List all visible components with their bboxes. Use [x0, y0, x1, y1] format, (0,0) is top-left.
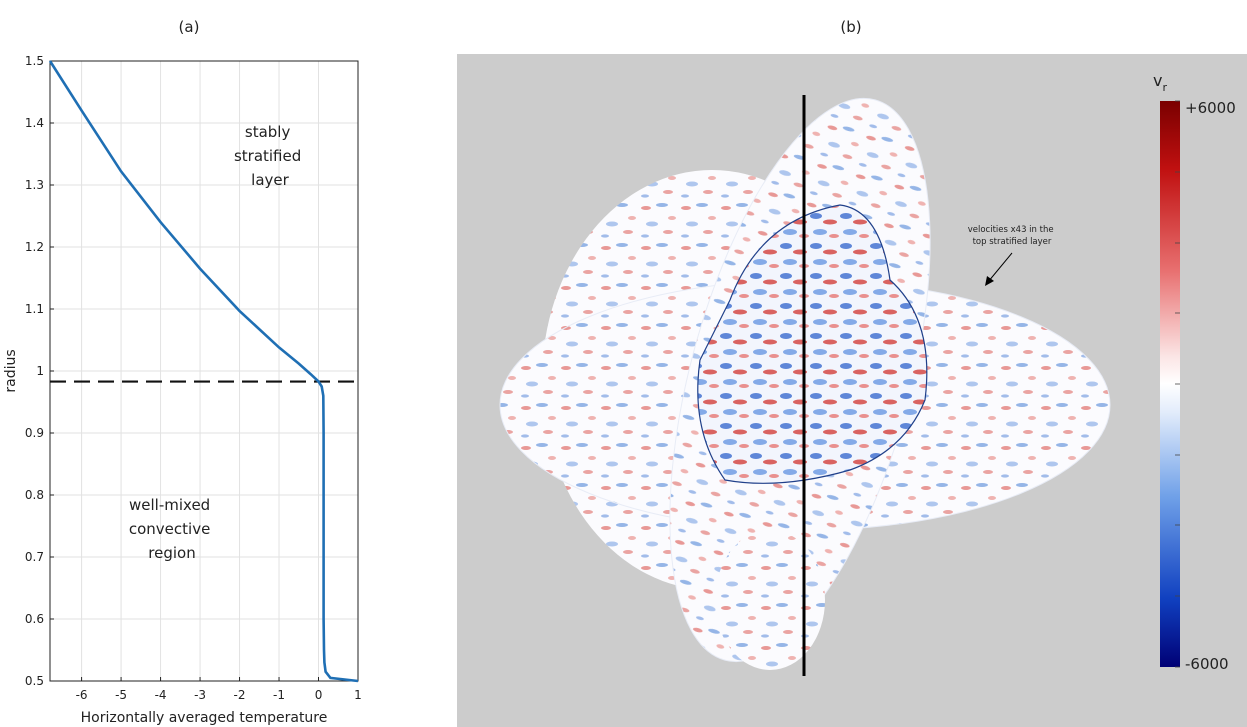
panel-b-label: (b): [840, 18, 861, 36]
y-tick-label: 1.1: [25, 302, 44, 316]
annotation-arrow-line: [987, 252, 1013, 283]
lower-slice-lobe: [715, 530, 825, 670]
panel-a-grid: [50, 60, 359, 682]
velocity-annotation-line-1: velocities x43 in the: [968, 225, 1054, 235]
sphere-render: [499, 95, 1111, 676]
y-tick-label: 1.5: [25, 54, 44, 68]
x-tick-label: -3: [194, 688, 206, 702]
panel-a-xlabel: Horizontally averaged temperature: [81, 710, 328, 726]
annotation-stably-stratified: stably stratified layer: [234, 123, 306, 189]
y-tick-label: 1: [36, 364, 44, 378]
y-tick-label: 0.5: [25, 674, 44, 688]
y-tick-label: 0.7: [25, 550, 44, 564]
annotation-bottom-line-3: region: [148, 544, 195, 562]
annotation-top-line-3: layer: [251, 171, 289, 189]
panel-a-ylabel: radius: [3, 349, 19, 392]
colorbar-label-subscript: r: [1162, 81, 1167, 94]
velocity-annotation: velocities x43 in the top stratified lay…: [968, 225, 1057, 247]
y-tick-label: 1.4: [25, 116, 44, 130]
x-tick-label: 1: [354, 688, 362, 702]
x-tick-label: -5: [115, 688, 127, 702]
annotation-arrowhead: [985, 276, 994, 286]
annotation-bottom-line-2: convective: [129, 520, 210, 538]
colorbar: [1160, 101, 1180, 667]
x-tick-label: -1: [273, 688, 285, 702]
annotation-well-mixed: well-mixed convective region: [129, 496, 215, 562]
y-tick-label: 0.8: [25, 488, 44, 502]
panel-a-ticks: -6 -5 -4 -3 -2 -1 0 1 0.5 0.6 0.7 0.8 0.9 1 1.1 1.2 1.3 1…: [25, 54, 362, 702]
annotation-top-line-1: stably: [245, 123, 291, 141]
colorbar-ticks: [1175, 100, 1180, 668]
panel-a-label: (a): [179, 18, 200, 36]
y-tick-label: 0.9: [25, 426, 44, 440]
x-tick-label: -4: [155, 688, 167, 702]
y-tick-label: 1.3: [25, 178, 44, 192]
annotation-top-line-2: stratified: [234, 147, 301, 165]
inner-core-cutaway: [697, 204, 928, 484]
colorbar-label: vr: [1153, 71, 1167, 94]
colorbar-label-main: v: [1153, 71, 1162, 90]
colorbar-max-label: +6000: [1185, 99, 1236, 117]
x-tick-label: -2: [234, 688, 246, 702]
y-tick-label: 0.6: [25, 612, 44, 626]
colorbar-min-label: -6000: [1185, 655, 1229, 673]
temperature-profile-line: [48, 60, 359, 683]
panel-a-axes: -6 -5 -4 -3 -2 -1 0 1 0.5 0.6 0.7 0.8 0.9 1 1.1 1.2 1.3 1…: [3, 54, 362, 726]
x-tick-label: -6: [76, 688, 88, 702]
x-tick-label: 0: [315, 688, 323, 702]
velocity-annotation-line-2: top stratified layer: [973, 237, 1052, 247]
y-tick-label: 1.2: [25, 240, 44, 254]
annotation-bottom-line-1: well-mixed: [129, 496, 210, 514]
